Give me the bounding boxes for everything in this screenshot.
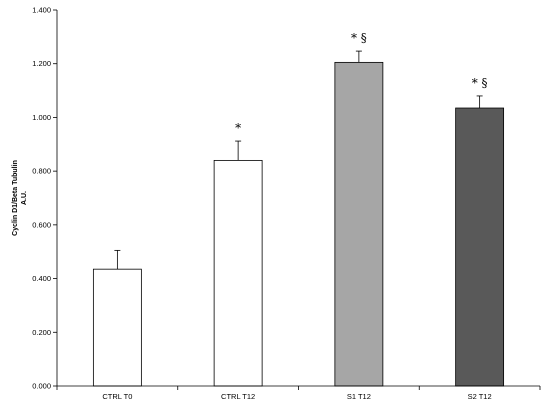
y-tick-label: 1.400 <box>32 6 51 15</box>
significance-annotation: * § <box>351 31 367 45</box>
annotations-group: * * § * § <box>235 31 487 135</box>
y-tick-label: 0.600 <box>32 220 51 229</box>
bar-s2-t12 <box>455 107 505 387</box>
bar-s1-t12 <box>334 61 384 387</box>
significance-annotation: * § <box>472 76 488 90</box>
bar-ctrl-t0 <box>92 268 142 387</box>
y-axis-label-line1: Cyclin D1/Beta Tubulin <box>12 160 19 236</box>
y-axis-label-line2: A.U. <box>21 191 28 205</box>
y-tick-label: 0.200 <box>32 328 51 337</box>
x-axis-ticks: CTRL T0 CTRL T12 S1 T12 S2 T12 <box>56 386 541 401</box>
y-tick-label: 0.000 <box>32 382 51 391</box>
y-axis-ticks: 0.000 0.200 0.400 0.600 0.800 1.000 1.200 1.400 <box>32 6 57 391</box>
x-tick-label: CTRL T0 <box>102 392 132 401</box>
bars-group <box>92 61 505 387</box>
bar-ctrl-t12 <box>213 159 263 387</box>
y-tick-label: 0.800 <box>32 167 51 176</box>
x-tick-label: CTRL T12 <box>221 392 255 401</box>
significance-annotation: * <box>235 121 241 135</box>
y-tick-label: 1.200 <box>32 59 51 68</box>
x-tick-label: S1 T12 <box>347 392 371 401</box>
error-bars-group <box>114 50 483 270</box>
x-tick-label: S2 T12 <box>468 392 492 401</box>
y-tick-label: 1.000 <box>32 113 51 122</box>
y-axis-label: Cyclin D1/Beta Tubulin A.U. <box>12 160 28 236</box>
y-tick-label: 0.400 <box>32 274 51 283</box>
